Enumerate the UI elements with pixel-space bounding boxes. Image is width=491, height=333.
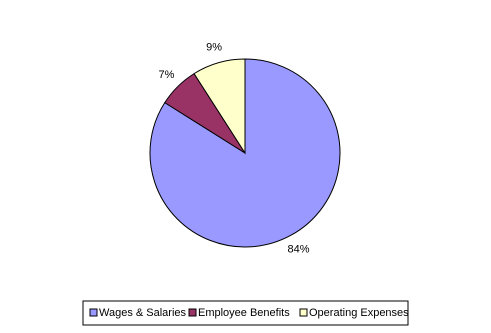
legend-label: Employee Benefits (198, 307, 290, 319)
data-label: 84% (287, 243, 309, 255)
pie-slice (193, 58, 246, 155)
legend-swatch (299, 308, 308, 317)
legend-swatch (89, 308, 98, 317)
data-label: 7% (159, 69, 175, 81)
legend-label: Operating Expenses (309, 307, 409, 319)
legend-label: Wages & Salaries (99, 307, 187, 319)
legend-box (82, 300, 409, 326)
legend-swatch (188, 308, 197, 317)
data-label: 9% (206, 41, 222, 53)
